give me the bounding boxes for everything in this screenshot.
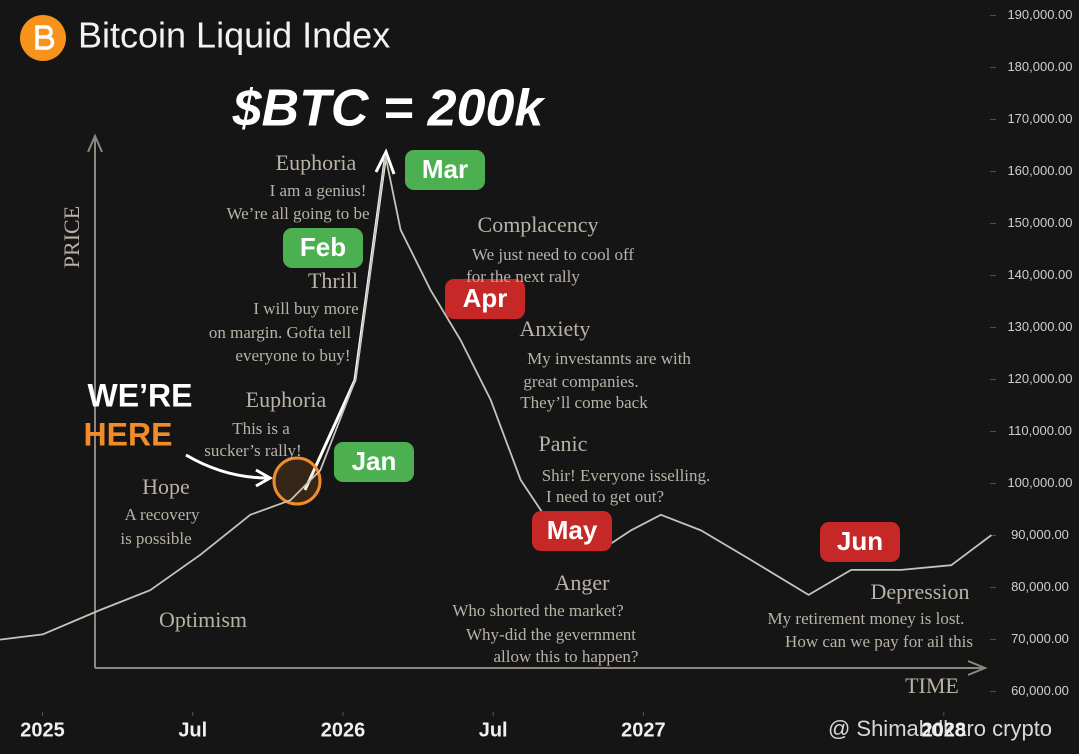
month-badge: Jun xyxy=(820,522,900,562)
headline: $BTC = 200k xyxy=(232,80,547,138)
badge-label: May xyxy=(547,515,598,545)
x-arrowhead xyxy=(967,660,988,676)
price-line xyxy=(0,155,992,641)
phase-annotation: for the next rally xyxy=(466,267,580,286)
y-arrowhead xyxy=(87,133,103,153)
x-tick-label: 2026 xyxy=(321,719,366,741)
month-badge: Feb xyxy=(283,228,363,268)
phase-annotation: Hope xyxy=(142,474,190,499)
callout: HERE xyxy=(84,416,173,452)
bitcoin-logo xyxy=(20,15,66,61)
y-tick-label: 150,000.00 xyxy=(1007,215,1072,230)
y-tick-label: 180,000.00 xyxy=(1007,59,1072,74)
phase-annotation: Thrill xyxy=(308,268,358,293)
month-badge: May xyxy=(532,511,612,551)
phase-annotation: on margin. Gofta tell xyxy=(209,323,352,342)
x-tick-label: Jul xyxy=(178,719,207,741)
callout: WE’RE xyxy=(88,377,193,413)
badge-bg xyxy=(820,522,900,562)
month-badge: Mar xyxy=(405,150,485,190)
phase-annotation: I will buy more xyxy=(253,299,358,318)
here-circle xyxy=(272,456,322,506)
phase-annotation: Euphoria xyxy=(276,150,357,175)
badge-bg xyxy=(532,511,612,551)
x-tick-label: 2027 xyxy=(621,719,666,741)
chart-title: Bitcoin Liquid Index xyxy=(78,15,390,56)
y-tick-label: 190,000.00 xyxy=(1007,7,1072,22)
phase-annotation: Depression xyxy=(871,579,970,604)
phase-annotation: Euphoria xyxy=(246,387,327,412)
phase-annotation: They’ll come back xyxy=(520,393,648,412)
watermark: @ Shimabdkaro crypto xyxy=(828,716,1052,741)
phase-annotation: This is a xyxy=(232,419,290,438)
x-tick-label: Jul xyxy=(479,719,508,741)
phase-annotation: Anxiety xyxy=(520,316,591,341)
y-tick-label: 80,000.00 xyxy=(1011,579,1069,594)
phase-annotation: My retirement money is lost. xyxy=(768,609,965,628)
phase-annotation: We just need to cool off xyxy=(472,245,634,264)
phase-annotation: Optimism xyxy=(159,607,247,632)
here-arrow xyxy=(185,453,269,480)
phase-annotation: How can we pay for ail this xyxy=(785,632,973,651)
phase-annotation: Who shorted the market? xyxy=(452,601,623,620)
y-tick-label: 140,000.00 xyxy=(1007,267,1072,282)
rally-arrowhead xyxy=(374,148,396,175)
phase-annotation: great companies. xyxy=(523,372,638,391)
badge-label: Jan xyxy=(352,446,397,476)
phase-annotation: Anger xyxy=(555,570,611,595)
badge-bg xyxy=(445,279,525,319)
phase-annotation: I need to get out? xyxy=(546,487,664,506)
badge-label: Feb xyxy=(300,232,346,262)
here-arrowhead xyxy=(255,468,274,488)
y-axis-label: PRICE xyxy=(59,206,84,268)
phase-annotation: Shir! Everyone isselling. xyxy=(542,466,711,485)
badge-label: Apr xyxy=(463,283,508,313)
badge-label: Mar xyxy=(422,154,468,184)
y-tick-label: 60,000.00 xyxy=(1011,683,1069,698)
phase-annotation: Panic xyxy=(539,431,588,456)
phase-annotation: Complacency xyxy=(478,212,599,237)
y-tick-label: 70,000.00 xyxy=(1011,631,1069,646)
phase-annotation: allow this to happen? xyxy=(494,647,639,666)
month-badge: Apr xyxy=(445,279,525,319)
axes xyxy=(87,133,988,676)
logo-glyph xyxy=(35,25,55,50)
badge-bg xyxy=(334,442,414,482)
month-badge: Jan xyxy=(334,442,414,482)
phase-annotation: is possible xyxy=(120,529,191,548)
badge-bg xyxy=(283,228,363,268)
y-tick-label: 130,000.00 xyxy=(1007,319,1072,334)
y-tick-label: 160,000.00 xyxy=(1007,163,1072,178)
x-tick-label: 2025 xyxy=(20,719,65,741)
badge-label: Jun xyxy=(837,526,883,556)
phase-annotation: sucker’s rally! xyxy=(204,441,301,460)
x-axis-label: TIME xyxy=(905,673,959,698)
y-tick-label: 90,000.00 xyxy=(1011,527,1069,542)
y-tick-label: 170,000.00 xyxy=(1007,111,1072,126)
phase-annotation: My investannts are with xyxy=(527,349,691,368)
badge-bg xyxy=(405,150,485,190)
y-tick-label: 110,000.00 xyxy=(1008,423,1072,438)
phase-annotation: Why-did the gevernment xyxy=(466,625,636,644)
phase-annotation: A recovery xyxy=(124,505,200,524)
phase-annotation: I am a genius! xyxy=(270,181,367,200)
phase-annotation: We’re all going to be xyxy=(226,204,369,223)
phase-annotation: everyone to buy! xyxy=(235,346,350,365)
x-tick-label: 2028 xyxy=(922,719,967,741)
y-tick-label: 100,000.00 xyxy=(1007,475,1072,490)
y-tick-label: 120,000.00 xyxy=(1007,371,1072,386)
